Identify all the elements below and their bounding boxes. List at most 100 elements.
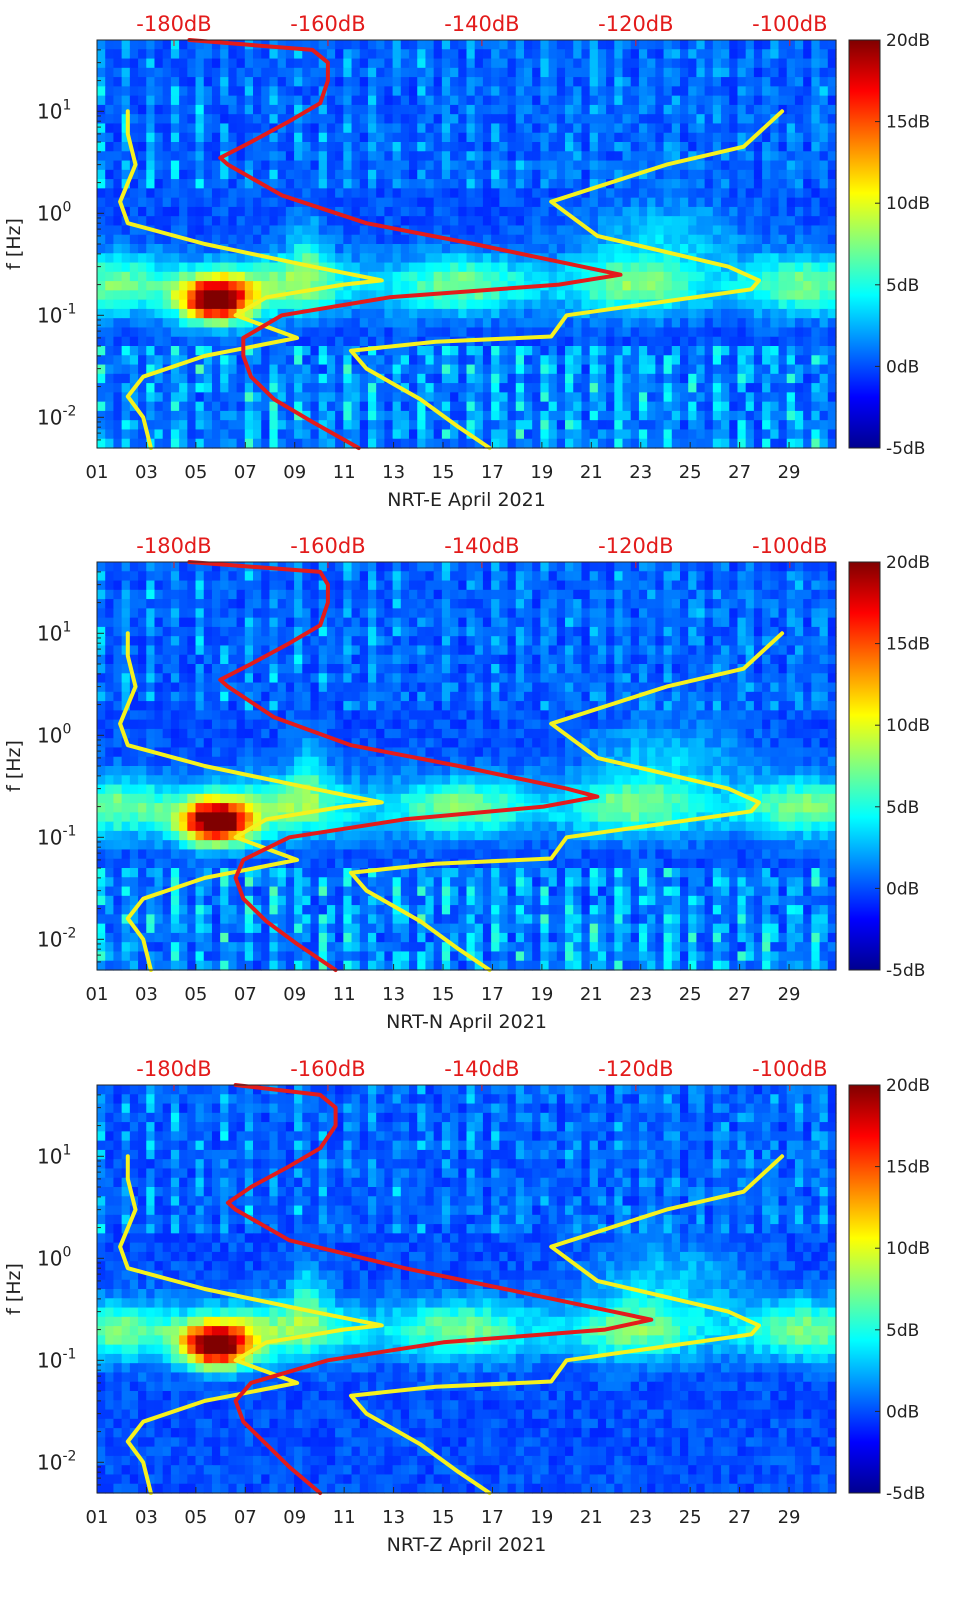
spectrogram-cell [729, 188, 739, 199]
spectrogram-cell [179, 580, 188, 591]
spectrogram-cell [228, 253, 238, 264]
spectrogram-cell [335, 262, 344, 273]
spectrogram-cell [606, 383, 615, 393]
spectrogram-cell [647, 401, 656, 412]
spectrogram-cell [433, 364, 443, 375]
spectrogram-cell [441, 281, 451, 291]
spectrogram-cell [228, 86, 238, 97]
spectrogram-cell [499, 132, 509, 143]
spectrogram-cell [548, 318, 558, 329]
spectrogram-cell [121, 626, 131, 637]
spectrogram-cell [236, 77, 246, 87]
spectrogram-cell [351, 608, 361, 619]
spectrogram-cell [630, 327, 640, 338]
spectrogram-cell [384, 373, 394, 384]
spectrogram-cell [663, 132, 673, 143]
spectrogram-cell [236, 589, 246, 600]
spectrogram-cell [630, 562, 640, 572]
spectrogram-cell [581, 571, 591, 582]
spectrogram-cell [671, 392, 681, 403]
spectrogram-cell [737, 225, 747, 236]
spectrogram-cell [581, 169, 591, 180]
spectrogram-cell [220, 281, 229, 291]
spectrogram-cell [663, 299, 673, 310]
spectrogram-cell [162, 123, 172, 134]
spectrogram-cell [663, 383, 673, 393]
psd-trace-line [187, 38, 623, 450]
spectrogram-cell [170, 188, 180, 199]
spectrogram-cell [97, 562, 106, 572]
spectrogram-cell [285, 104, 295, 115]
spectrogram-cell [113, 104, 123, 115]
spectrogram-cell [786, 410, 796, 421]
spectrogram-cell [105, 244, 115, 254]
spectrogram-cell [244, 383, 254, 393]
spectrogram-cell [409, 206, 418, 217]
spectrogram-cell [367, 318, 377, 329]
top-tick-label: -140dB [444, 12, 519, 36]
spectrogram-cell [105, 179, 115, 189]
spectrogram-cell [203, 308, 213, 319]
spectrogram-cell [220, 197, 229, 208]
spectrogram-cell [762, 383, 771, 393]
spectrogram-cell [294, 40, 303, 50]
spectrogram-cell [770, 346, 780, 356]
spectrogram-cell [203, 392, 213, 403]
spectrogram-cell [811, 438, 821, 449]
spectrogram-cell [277, 104, 287, 115]
spectrogram-cell [523, 132, 533, 143]
spectrogram-cell [532, 142, 541, 152]
spectrogram-cell [565, 608, 574, 619]
spectrogram-cell [622, 410, 632, 421]
spectrogram-cell [778, 364, 788, 375]
spectrogram-cell [351, 40, 361, 50]
spectrogram-cell [647, 355, 656, 366]
spectrogram-cell [294, 160, 303, 171]
spectrogram-cell [244, 262, 254, 273]
spectrogram-cell [376, 104, 385, 115]
spectrogram-cell [261, 169, 271, 180]
spectrogram-cell [433, 410, 443, 421]
spectrogram-cell [482, 281, 492, 291]
spectrogram-cell [170, 383, 180, 393]
spectrogram-cell [696, 197, 706, 208]
spectrogram-cell [269, 197, 279, 208]
spectrogram-cell [827, 420, 837, 431]
spectrogram-cell [786, 58, 796, 69]
spectrogram-cell [556, 645, 566, 656]
spectrogram-cell [302, 160, 312, 171]
spectrogram-cell [721, 571, 730, 582]
spectrogram-cell [663, 580, 673, 591]
spectrogram-cell [310, 188, 320, 199]
spectrogram-cell [359, 188, 369, 199]
spectrogram-cell [745, 123, 755, 134]
spectrogram-cell [499, 589, 509, 600]
spectrogram-cell [121, 562, 131, 572]
spectrogram-cell [138, 599, 147, 609]
spectrogram-cell [647, 58, 656, 69]
spectrogram-cell [220, 364, 229, 375]
spectrogram-cell [515, 364, 525, 375]
spectrogram-cell [253, 188, 262, 199]
spectrogram-cell [663, 86, 673, 97]
spectrogram-cell [417, 225, 427, 236]
spectrogram-cell [655, 346, 665, 356]
spectrogram-cell [261, 225, 271, 236]
spectrogram-cell [261, 373, 271, 384]
spectrogram-cell [499, 271, 509, 282]
spectrogram-cell [770, 58, 780, 69]
spectrogram-cell [351, 636, 361, 647]
spectrogram-cell [499, 355, 509, 366]
spectrogram-cell [770, 281, 780, 291]
spectrogram-cell [392, 401, 402, 412]
spectrogram-cell [482, 336, 492, 347]
spectrogram-cell [179, 299, 188, 310]
spectrogram-cell [565, 225, 574, 236]
spectrogram-cell [343, 599, 353, 609]
spectrogram-cell [671, 327, 681, 338]
spectrogram-cell [630, 142, 640, 152]
spectrogram-cell [285, 392, 295, 403]
spectrogram-cell [129, 626, 139, 637]
spectrogram-cell [121, 299, 131, 310]
spectrogram-cell [302, 271, 312, 282]
